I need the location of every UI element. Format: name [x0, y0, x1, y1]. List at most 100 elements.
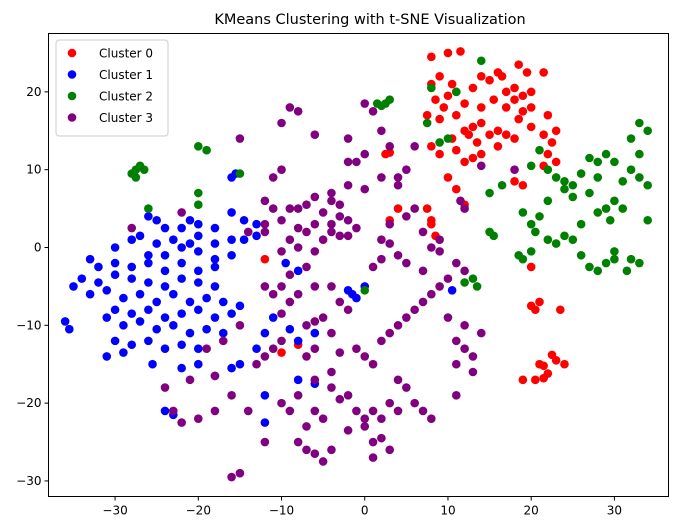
- cluster-1-point: [110, 243, 120, 252]
- cluster-2-point: [593, 266, 603, 276]
- cluster-2-point: [568, 180, 578, 190]
- cluster-1-point: [252, 219, 261, 229]
- cluster-3-point: [268, 173, 278, 182]
- cluster-2-point: [476, 56, 486, 66]
- cluster-1-point: [144, 250, 153, 260]
- legend-box: [55, 39, 169, 137]
- cluster-3-point: [352, 406, 361, 416]
- cluster-3-point: [343, 180, 353, 190]
- cluster-0-point: [526, 103, 536, 112]
- cluster-2-point: [610, 247, 619, 256]
- cluster-1-point: [119, 348, 128, 357]
- cluster-0-point: [518, 180, 528, 190]
- cluster-3-point: [302, 262, 311, 272]
- cluster-3-point: [443, 313, 453, 322]
- legend: Cluster 0 Cluster 1 Cluster 2 Cluster 3: [55, 39, 169, 137]
- cluster-1-point: [227, 235, 236, 245]
- cluster-3-point: [435, 282, 444, 291]
- cluster-1-point: [160, 266, 170, 276]
- cluster-0-point: [468, 83, 478, 93]
- cluster-3-point: [410, 142, 419, 151]
- cluster-0-point: [526, 122, 536, 132]
- cluster-2-point: [593, 157, 603, 167]
- cluster-2-point: [618, 177, 628, 186]
- y-tick-label: 20: [26, 85, 41, 99]
- cluster-1-point: [160, 282, 170, 291]
- cluster-2-point: [593, 173, 603, 182]
- cluster-1-point: [144, 258, 153, 268]
- cluster-0-point: [427, 219, 436, 229]
- cluster-3-point: [393, 173, 403, 182]
- cluster-2-point: [451, 87, 461, 97]
- cluster-3-point: [277, 398, 286, 408]
- cluster-2-point: [518, 254, 528, 264]
- y-tick-label: −20: [16, 396, 41, 410]
- cluster-3-point: [318, 235, 328, 245]
- cluster-2-point: [485, 188, 494, 198]
- cluster-0-point: [476, 118, 486, 128]
- cluster-1-point: [202, 324, 211, 334]
- cluster-3-point: [468, 367, 478, 377]
- cluster-3-point: [451, 258, 461, 268]
- cluster-2-point: [543, 165, 553, 174]
- cluster-1-point: [210, 223, 220, 233]
- cluster-3-point: [377, 414, 386, 423]
- y-tick-label: 0: [34, 240, 42, 254]
- cluster-1-point: [194, 266, 203, 276]
- cluster-3-point: [285, 204, 295, 213]
- cluster-3-point: [327, 367, 336, 377]
- cluster-3-point: [293, 243, 303, 252]
- cluster-0-point: [447, 79, 457, 89]
- cluster-1-point: [310, 328, 320, 338]
- cluster-1-point: [102, 285, 112, 295]
- cluster-3-point: [310, 406, 320, 416]
- cluster-2-point: [626, 165, 636, 174]
- cluster-3-point: [318, 208, 328, 217]
- cluster-3-point: [460, 321, 469, 330]
- cluster-3-point: [277, 118, 286, 128]
- cluster-0-point: [518, 107, 528, 116]
- cluster-2-point: [131, 173, 141, 182]
- cluster-3-point: [310, 130, 320, 139]
- cluster-0-point: [385, 148, 395, 157]
- cluster-3-point: [327, 328, 336, 338]
- cluster-2-point: [560, 177, 569, 186]
- cluster-2-point: [593, 208, 603, 217]
- legend-label: Cluster 2: [99, 90, 153, 104]
- cluster-0-point: [456, 47, 465, 56]
- cluster-2-point: [643, 215, 652, 225]
- cluster-2-point: [531, 227, 540, 237]
- cluster-3-point: [460, 204, 469, 213]
- cluster-3-point: [410, 305, 419, 315]
- cluster-3-point: [335, 348, 345, 357]
- cluster-0-point: [526, 87, 536, 97]
- cluster-0-point: [472, 138, 482, 147]
- cluster-2-point: [422, 118, 432, 128]
- cluster-3-point: [227, 472, 236, 482]
- cluster-2-point: [635, 258, 644, 268]
- cluster-0-point: [443, 48, 453, 58]
- cluster-1-point: [281, 258, 290, 268]
- cluster-1-point: [235, 359, 245, 369]
- cluster-3-point: [285, 235, 295, 245]
- cluster-0-point: [439, 103, 449, 112]
- cluster-2-point: [497, 180, 507, 190]
- cluster-2-point: [601, 258, 611, 268]
- cluster-3-point: [360, 99, 370, 108]
- cluster-1-point: [285, 324, 295, 334]
- cluster-3-point: [410, 398, 419, 408]
- cluster-3-point: [277, 282, 286, 291]
- cluster-1-point: [185, 215, 195, 225]
- cluster-3-point: [218, 336, 228, 346]
- plot-area: [48, 33, 669, 497]
- cluster-2-point: [543, 196, 553, 206]
- cluster-0-point: [514, 114, 523, 124]
- cluster-3-point: [360, 352, 370, 361]
- cluster-0-point: [510, 177, 519, 186]
- cluster-0-point: [443, 91, 453, 101]
- cluster-3-point: [377, 126, 386, 136]
- cluster-3-point: [169, 406, 178, 416]
- cluster-3-point: [402, 258, 411, 268]
- cluster-2-point: [610, 254, 619, 264]
